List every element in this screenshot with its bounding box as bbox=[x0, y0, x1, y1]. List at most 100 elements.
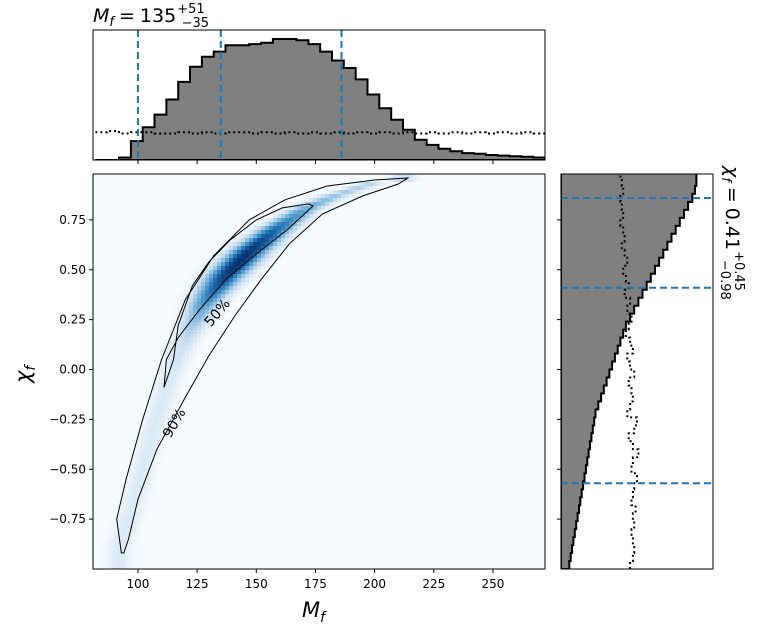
heatmap-cell bbox=[249, 250, 253, 254]
x-axis-label-subscript: f bbox=[320, 610, 327, 626]
heatmap-cell bbox=[229, 254, 233, 258]
heatmap-cell bbox=[249, 242, 253, 246]
heatmap-cell bbox=[109, 562, 113, 566]
heatmap-cell bbox=[205, 318, 209, 322]
heatmap-cell bbox=[161, 422, 165, 426]
heatmap-cell bbox=[373, 186, 377, 190]
heatmap-cell bbox=[157, 386, 161, 390]
heatmap-cell bbox=[329, 206, 333, 210]
heatmap-cell bbox=[145, 486, 149, 490]
top-title-symbol: M bbox=[93, 5, 109, 27]
heatmap-cell bbox=[313, 198, 317, 202]
heatmap-cell bbox=[141, 522, 145, 526]
heatmap-cell bbox=[177, 370, 181, 374]
heatmap-cell bbox=[297, 214, 301, 218]
heatmap-cell bbox=[149, 406, 153, 410]
heatmap-cell bbox=[149, 478, 153, 482]
heatmap-cell bbox=[381, 178, 385, 182]
heatmap-cell bbox=[221, 310, 225, 314]
heatmap-cell bbox=[185, 358, 189, 362]
heatmap-cell bbox=[301, 222, 305, 226]
heatmap-cell bbox=[261, 270, 265, 274]
heatmap-cell bbox=[201, 294, 205, 298]
heatmap-cell bbox=[161, 366, 165, 370]
heatmap-cell bbox=[169, 390, 173, 394]
heatmap-cell bbox=[253, 270, 257, 274]
heatmap-cell bbox=[161, 398, 165, 402]
heatmap-cell bbox=[205, 290, 209, 294]
heatmap-cell bbox=[133, 530, 137, 534]
heatmap-cell bbox=[305, 218, 309, 222]
heatmap-cell bbox=[149, 442, 153, 446]
heatmap-cell bbox=[225, 250, 229, 254]
heatmap-cell bbox=[173, 330, 177, 334]
heatmap-cell bbox=[289, 230, 293, 234]
heatmap-cell bbox=[133, 466, 137, 470]
heatmap-cell bbox=[217, 274, 221, 278]
heatmap-cell bbox=[153, 482, 157, 486]
heatmap-cell bbox=[145, 394, 149, 398]
heatmap-cell bbox=[133, 470, 137, 474]
y-tick-label: 0.50 bbox=[59, 263, 86, 277]
heatmap-cell bbox=[145, 434, 149, 438]
heatmap-cell bbox=[289, 202, 293, 206]
heatmap-cell bbox=[129, 506, 133, 510]
heatmap-cell bbox=[253, 254, 257, 258]
heatmap-cell bbox=[301, 234, 305, 238]
heatmap-cell bbox=[329, 202, 333, 206]
heatmap-cell bbox=[133, 542, 137, 546]
heatmap-cell bbox=[165, 386, 169, 390]
heatmap-cell bbox=[125, 550, 129, 554]
heatmap-cell bbox=[181, 346, 185, 350]
heatmap-cell bbox=[273, 242, 277, 246]
heatmap-cell bbox=[145, 458, 149, 462]
heatmap-cell bbox=[121, 554, 125, 558]
heatmap-cell bbox=[137, 474, 141, 478]
heatmap-cell bbox=[161, 450, 165, 454]
heatmap-cell bbox=[337, 190, 341, 194]
heatmap-cell bbox=[109, 538, 113, 542]
y-axis-label-symbol: χ bbox=[11, 369, 35, 384]
heatmap-cell bbox=[169, 406, 173, 410]
heatmap-cell bbox=[265, 218, 269, 222]
heatmap-cell bbox=[129, 502, 133, 506]
heatmap-cell bbox=[133, 462, 137, 466]
heatmap-cell bbox=[181, 374, 185, 378]
heatmap-cell bbox=[101, 562, 105, 566]
heatmap-cell bbox=[173, 386, 177, 390]
heatmap-cell bbox=[181, 314, 185, 318]
heatmap-cell bbox=[237, 270, 241, 274]
heatmap-cell bbox=[189, 274, 193, 278]
heatmap-cell bbox=[189, 346, 193, 350]
heatmap-cell bbox=[153, 398, 157, 402]
heatmap-cell bbox=[137, 434, 141, 438]
heatmap-cell bbox=[317, 218, 321, 222]
heatmap-cell bbox=[117, 566, 121, 569]
heatmap-cell bbox=[113, 542, 117, 546]
heatmap-cell bbox=[129, 550, 133, 554]
heatmap-cell bbox=[169, 378, 173, 382]
heatmap-cell bbox=[289, 218, 293, 222]
heatmap-cell bbox=[101, 550, 105, 554]
heatmap-cell bbox=[181, 290, 185, 294]
heatmap-cell bbox=[193, 302, 197, 306]
heatmap-cell bbox=[197, 282, 201, 286]
heatmap-cell bbox=[101, 566, 105, 569]
heatmap-cell bbox=[277, 258, 281, 262]
heatmap-cell bbox=[217, 302, 221, 306]
heatmap-cell bbox=[185, 350, 189, 354]
heatmap-cell bbox=[125, 534, 129, 538]
heatmap-cell bbox=[229, 262, 233, 266]
heatmap-cell bbox=[165, 398, 169, 402]
heatmap-cell bbox=[157, 410, 161, 414]
heatmap-cell bbox=[221, 278, 225, 282]
heatmap-cell bbox=[189, 278, 193, 282]
heatmap-cell bbox=[301, 206, 305, 210]
heatmap-cell bbox=[245, 234, 249, 238]
heatmap-cell bbox=[149, 498, 153, 502]
heatmap-cell bbox=[177, 298, 181, 302]
heatmap-cell bbox=[221, 306, 225, 310]
heatmap-cell bbox=[213, 326, 217, 330]
heatmap-cell bbox=[265, 250, 269, 254]
heatmap-cell bbox=[141, 526, 145, 530]
